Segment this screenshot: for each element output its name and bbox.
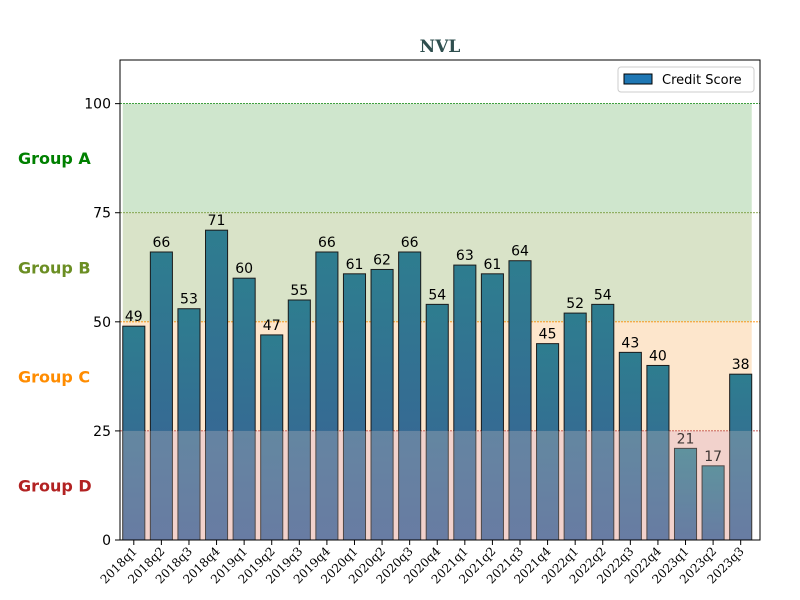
y-axis: 0 25 50 75 100	[84, 97, 120, 549]
bar-value-label: 53	[180, 292, 198, 308]
bar-value-label: 21	[677, 431, 695, 447]
bar-value-label: 54	[428, 287, 446, 303]
bar-value-label: 55	[290, 283, 308, 299]
y-tick-label: 50	[93, 315, 111, 331]
band-overlay	[122, 430, 752, 540]
chart-title: NVL	[420, 37, 461, 57]
bar-value-label: 45	[539, 327, 557, 343]
legend-box	[617, 66, 755, 93]
bars	[122, 229, 753, 541]
bar-value-label: 43	[621, 335, 639, 351]
group-label: Group D	[18, 476, 92, 495]
y-tick-label: 25	[93, 424, 111, 440]
band-1	[122, 103, 752, 213]
bar-value-label: 64	[511, 244, 529, 260]
y-tick-label: 0	[102, 533, 111, 549]
bar-value-label: 66	[318, 235, 336, 251]
bar-value-label: 60	[235, 261, 253, 277]
y-tick-label: 75	[93, 206, 111, 222]
group-label: Group C	[18, 367, 90, 386]
bar-value-label: 54	[594, 287, 612, 303]
bar-value-label: 62	[373, 252, 391, 268]
bar-value-label: 40	[649, 348, 667, 364]
bar-value-label: 49	[125, 309, 143, 325]
legend: Credit Score	[617, 66, 755, 93]
bar-value-label: 47	[263, 318, 281, 334]
plot-frame	[119, 59, 761, 541]
legend-label: Credit Score	[662, 73, 742, 88]
bar-value-label: 66	[152, 235, 170, 251]
bar-value-label: 38	[732, 357, 750, 373]
group-labels: Group A Group B Group C Group D	[18, 149, 92, 495]
y-tick-label: 100	[84, 97, 111, 113]
bar-value-label: 61	[346, 257, 364, 273]
bar-value-label: 52	[566, 296, 584, 312]
legend-swatch	[623, 73, 653, 85]
bar-value-label: 71	[208, 213, 226, 229]
x-axis: 2018q12018q22018q32018q42019q12019q22019…	[98, 540, 747, 587]
bar-labels: 49 66 53 71 60 47 55 66 61 62 66 54 63 61 64 45 52 54 43 40…	[122, 213, 752, 540]
bar-value-label: 66	[401, 235, 419, 251]
bar-value-label: 63	[456, 248, 474, 264]
group-label: Group A	[18, 149, 91, 168]
bar-value-label: 17	[704, 449, 722, 465]
bar-value-label: 61	[483, 257, 501, 273]
group-label: Group B	[18, 258, 91, 277]
